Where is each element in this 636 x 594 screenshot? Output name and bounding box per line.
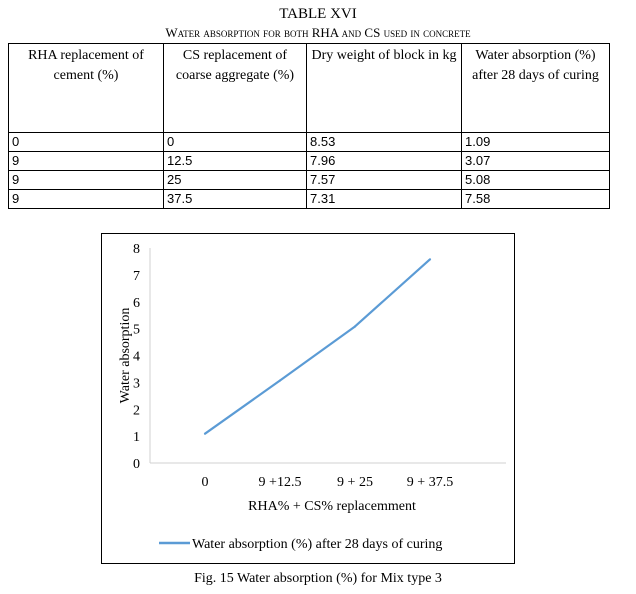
table-cell: 9	[8, 170, 164, 190]
table-cell: 37.5	[163, 189, 307, 209]
data-point	[278, 379, 282, 382]
table-row: 9 25 7.57 5.08	[8, 170, 610, 190]
y-tick-label: 5	[133, 323, 140, 338]
header-rha-replacement: RHA replacement of cement (%)	[8, 43, 164, 133]
data-table: RHA replacement of cement (%) CS replace…	[8, 43, 610, 209]
y-tick-label: 2	[133, 403, 140, 418]
x-axis-title: RHA% + CS% replacemment	[248, 499, 416, 514]
header-water-absorption: Water absorption (%) after 28 days of cu…	[461, 43, 610, 133]
legend-label: Water absorption (%) after 28 days of cu…	[192, 537, 442, 552]
table-cell: 0	[163, 132, 307, 152]
x-tick-label: 9 +12.5	[259, 475, 302, 490]
water-absorption-chart: 0 1 2 3 4 5 6 7 8 0 9 +12.5 9 + 25 9 + 37.5 Water a…	[118, 242, 506, 552]
table-cell: 7.57	[306, 170, 462, 190]
table-cell: 7.96	[306, 151, 462, 171]
table-row: 0 0 8.53 1.09	[8, 132, 610, 152]
table-subtitle: Water absorption for both RHA and CS use…	[165, 25, 471, 40]
table-header-row: RHA replacement of cement (%) CS replace…	[8, 43, 610, 133]
table-cell: 7.58	[461, 189, 610, 209]
x-tick-label: 9 + 25	[337, 475, 373, 490]
table-cell: 0	[8, 132, 164, 152]
y-tick-label: 8	[133, 242, 140, 257]
table-title: TABLE XVI	[279, 6, 357, 22]
y-tick-label: 4	[133, 350, 140, 365]
table-cell: 5.08	[461, 170, 610, 190]
data-point	[203, 432, 207, 435]
series-line	[204, 258, 431, 435]
y-tick-label: 0	[133, 457, 140, 472]
table-row: 9 12.5 7.96 3.07	[8, 151, 610, 171]
table-cell: 9	[8, 189, 164, 209]
x-tick-label: 0	[202, 475, 209, 490]
y-tick-label: 1	[133, 430, 140, 445]
data-point	[428, 258, 432, 261]
table-cell: 9	[8, 151, 164, 171]
y-tick-label: 3	[133, 376, 140, 391]
table-cell: 3.07	[461, 151, 610, 171]
header-dry-weight: Dry weight of block in kg	[306, 43, 462, 133]
table-cell: 8.53	[306, 132, 462, 152]
figure-caption: Fig. 15 Water absorption (%) for Mix typ…	[194, 571, 442, 586]
table-cell: 7.31	[306, 189, 462, 209]
table-row: 9 37.5 7.31 7.58	[8, 189, 610, 209]
data-point	[353, 325, 357, 328]
header-cs-replacement: CS replacement of coarse aggregate (%)	[163, 43, 307, 133]
table-cell: 12.5	[163, 151, 307, 171]
chart-frame: 0 1 2 3 4 5 6 7 8 0 9 +12.5 9 + 25 9 + 37.5 Water a…	[101, 233, 515, 564]
x-tick-label: 9 + 37.5	[407, 475, 453, 490]
y-tick-label: 7	[133, 269, 140, 284]
y-tick-label: 6	[133, 296, 140, 311]
table-cell: 1.09	[461, 132, 610, 152]
table-cell: 25	[163, 170, 307, 190]
y-axis-title: Water absorption	[118, 308, 133, 404]
